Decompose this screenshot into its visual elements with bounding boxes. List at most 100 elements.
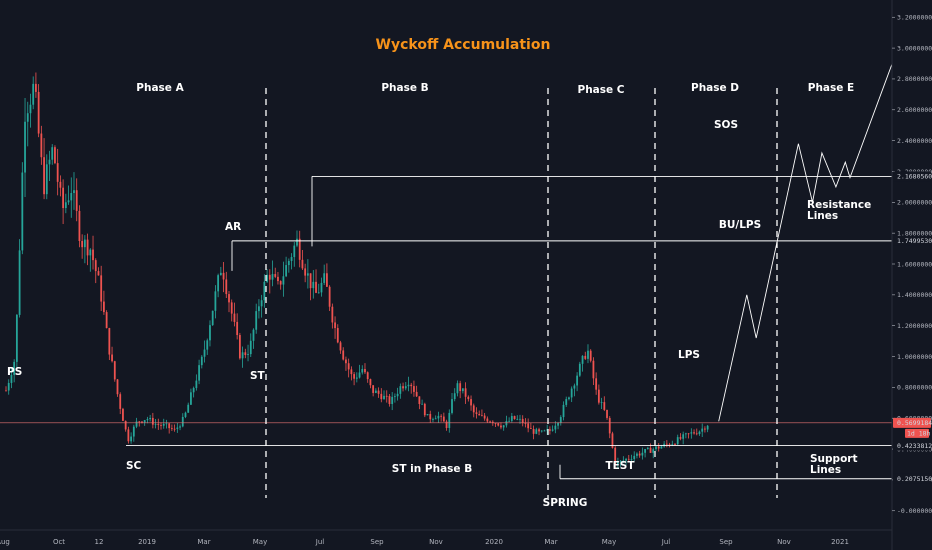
candle-body (339, 342, 342, 351)
candle-body (617, 462, 619, 465)
candle-body (290, 257, 293, 261)
candle-body (70, 193, 73, 201)
support-lines-label: Support Lines (810, 453, 861, 476)
time-axis[interactable]: Aug Oct 12 2019 Mar May Jul Sep Nov 2020 Mar May Jul… (0, 529, 892, 546)
candle-body (619, 460, 622, 463)
candle-body (611, 433, 614, 448)
candle-body (464, 388, 467, 397)
candle-body (274, 274, 277, 277)
candle-body (684, 433, 687, 435)
y-tick-label: 1.2000000 (897, 322, 932, 330)
candle-body (111, 354, 113, 362)
candle-body (260, 300, 263, 307)
candle-body (597, 389, 600, 403)
candle-body (154, 424, 157, 425)
candle-body (7, 382, 10, 391)
candle-body (535, 429, 538, 434)
candle-body (116, 379, 119, 395)
candle-body (374, 390, 377, 393)
candle-body (704, 428, 706, 430)
event-sc: SC (126, 460, 142, 472)
candle-body (505, 421, 508, 426)
candle-body (233, 313, 236, 322)
candle-body (355, 377, 358, 379)
x-tick-label: Oct (53, 538, 65, 546)
candle-body (649, 447, 652, 453)
x-tick-label: Mar (197, 538, 210, 546)
candle-body (347, 363, 350, 370)
candle-body (426, 414, 429, 416)
candle-body (241, 352, 244, 359)
candle-body (225, 279, 228, 295)
event-bu-lps: BU/LPS (719, 219, 761, 231)
candle-body (268, 274, 271, 280)
candle-body (59, 181, 62, 188)
candle-body (578, 363, 581, 376)
chart-title: Wyckoff Accumulation (376, 37, 551, 53)
phase-dividers (265, 88, 778, 498)
candle-body (301, 259, 304, 269)
candle-body (249, 340, 252, 355)
candle-body (29, 104, 32, 114)
candle-body (124, 420, 127, 430)
candle-body (366, 372, 369, 380)
candle-body (418, 396, 421, 405)
candle-body (706, 425, 709, 430)
candle-body (236, 321, 239, 336)
candle-body (372, 385, 375, 393)
candle-body (532, 429, 535, 434)
candle-body (587, 350, 589, 359)
candle-body (203, 349, 206, 357)
candle-body (187, 404, 190, 413)
y-tick-label: 0.8000000 (897, 384, 932, 392)
candle-body (581, 355, 584, 364)
candle-body (64, 202, 67, 209)
candle-body (698, 431, 701, 435)
candles-layer (5, 72, 709, 469)
candle-body (595, 378, 598, 390)
candle-body (402, 386, 404, 389)
candle-body (296, 238, 298, 246)
candle-body (132, 426, 135, 437)
candle-body (393, 396, 396, 398)
candle-body (67, 200, 70, 203)
candle-body (701, 428, 704, 432)
candle-body (377, 390, 380, 394)
candle-body (51, 147, 54, 160)
candle-body (413, 386, 415, 392)
candle-body (668, 444, 671, 446)
candle-body (35, 83, 37, 92)
candle-body (562, 404, 565, 418)
candle-body (508, 420, 511, 422)
candle-body (195, 380, 198, 389)
current-price-tag-bg (893, 417, 931, 428)
candle-body (538, 429, 540, 432)
candle-body (78, 210, 81, 241)
candle-body (671, 444, 674, 446)
candle-body (361, 369, 364, 373)
candle-body (230, 302, 233, 314)
candle-body (565, 399, 568, 405)
candle-body (56, 163, 59, 182)
candle-body (383, 395, 385, 400)
candle-body (113, 361, 116, 380)
candle-body (676, 437, 679, 445)
candle-body (529, 428, 532, 430)
x-tick-label: Aug (0, 538, 10, 546)
candle-body (429, 414, 432, 420)
candle-body (315, 281, 317, 293)
candle-body (345, 359, 347, 364)
y-tick-label: 1.0000000 (897, 353, 932, 361)
candle-body (404, 386, 407, 389)
current-price-tag: 0.5699184 (897, 419, 932, 427)
y-tick-label: 3.0000000 (897, 44, 932, 52)
candle-body (660, 446, 663, 449)
candle-body (304, 268, 307, 276)
candle-body (510, 416, 513, 421)
candle-body (399, 386, 402, 394)
candle-body (652, 449, 655, 453)
y-tick-label: 2.6000000 (897, 106, 932, 114)
candle-body (81, 240, 84, 248)
x-tick-label: 2021 (831, 538, 849, 546)
